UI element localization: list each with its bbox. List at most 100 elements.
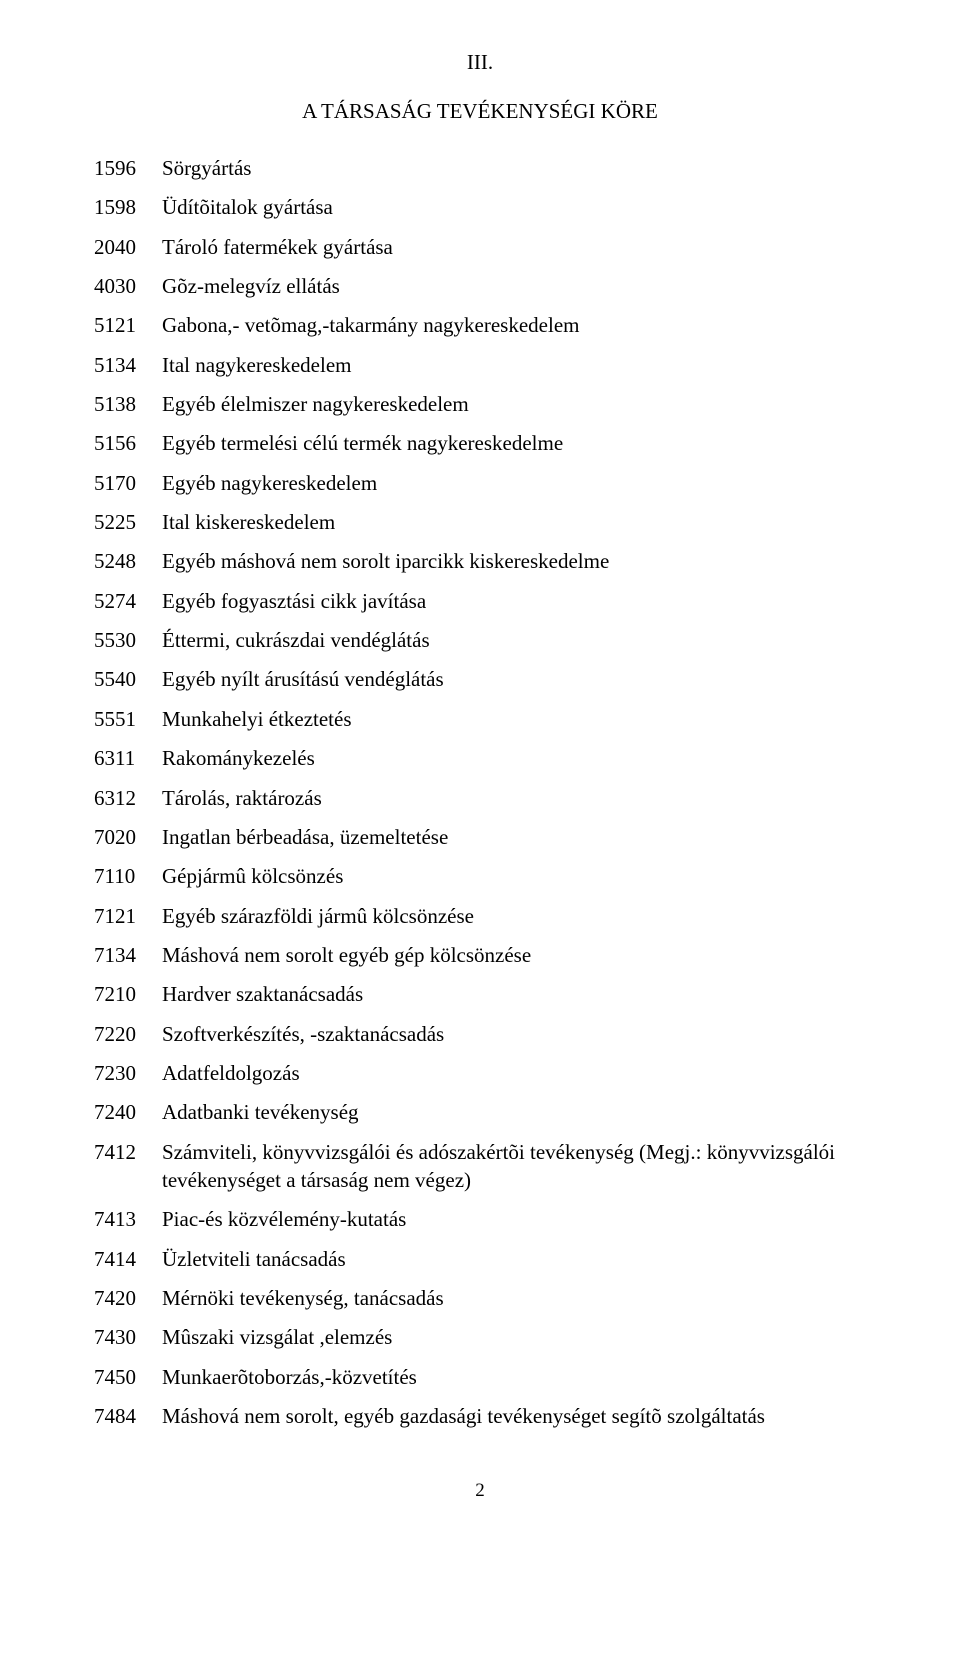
activity-description: Egyéb nagykereskedelem bbox=[162, 469, 870, 497]
activity-row: 7020 Ingatlan bérbeadása, üzemeltetése bbox=[94, 823, 870, 851]
activity-code: 4030 bbox=[94, 272, 162, 300]
activity-code: 7240 bbox=[94, 1098, 162, 1126]
activity-row: 5134Ital nagykereskedelem bbox=[94, 351, 870, 379]
activity-description: Adatbanki tevékenység bbox=[162, 1098, 870, 1126]
activity-row: 7413Piac-és közvélemény-kutatás bbox=[94, 1205, 870, 1233]
activity-description: Ital kiskereskedelem bbox=[162, 508, 870, 536]
activity-row: 7134Máshová nem sorolt egyéb gép kölcsön… bbox=[94, 941, 870, 969]
activity-code: 7230 bbox=[94, 1059, 162, 1087]
activity-list: 1596Sörgyártás1598Üdítõitalok gyártása20… bbox=[94, 154, 870, 1430]
activity-code: 2040 bbox=[94, 233, 162, 261]
activity-row: 7450Munkaerõtoborzás,-közvetítés bbox=[94, 1363, 870, 1391]
activity-code: 7134 bbox=[94, 941, 162, 969]
activity-description: Számviteli, könyvvizsgálói és adószakért… bbox=[162, 1138, 870, 1195]
activity-code: 7430 bbox=[94, 1323, 162, 1351]
activity-description: Rakománykezelés bbox=[162, 744, 870, 772]
activity-code: 7110 bbox=[94, 862, 162, 890]
activity-row: 5551Munkahelyi étkeztetés bbox=[94, 705, 870, 733]
activity-description: Gabona,- vetõmag,-takarmány nagykeresked… bbox=[162, 311, 870, 339]
activity-row: 7484Máshová nem sorolt, egyéb gazdasági … bbox=[94, 1402, 870, 1430]
activity-code: 1598 bbox=[94, 193, 162, 221]
activity-description: Hardver szaktanácsadás bbox=[162, 980, 870, 1008]
activity-description: Tárolás, raktározás bbox=[162, 784, 870, 812]
activity-description: Ingatlan bérbeadása, üzemeltetése bbox=[162, 823, 870, 851]
activity-code: 5170 bbox=[94, 469, 162, 497]
activity-row: 4030Gõz-melegvíz ellátás bbox=[94, 272, 870, 300]
activity-code: 5274 bbox=[94, 587, 162, 615]
activity-row: 7210Hardver szaktanácsadás bbox=[94, 980, 870, 1008]
activity-row: 5121Gabona,- vetõmag,-takarmány nagykere… bbox=[94, 311, 870, 339]
activity-code: 5248 bbox=[94, 547, 162, 575]
activity-code: 7020 bbox=[94, 823, 162, 851]
activity-description: Egyéb élelmiszer nagykereskedelem bbox=[162, 390, 870, 418]
activity-description: Mûszaki vizsgálat ,elemzés bbox=[162, 1323, 870, 1351]
activity-code: 7220 bbox=[94, 1020, 162, 1048]
activity-description: Munkahelyi étkeztetés bbox=[162, 705, 870, 733]
activity-description: Tároló fatermékek gyártása bbox=[162, 233, 870, 261]
activity-row: 5274Egyéb fogyasztási cikk javítása bbox=[94, 587, 870, 615]
activity-row: 5225Ital kiskereskedelem bbox=[94, 508, 870, 536]
activity-row: 5156Egyéb termelési célú termék nagykere… bbox=[94, 429, 870, 457]
activity-code: 7412 bbox=[94, 1138, 162, 1166]
activity-description: Munkaerõtoborzás,-közvetítés bbox=[162, 1363, 870, 1391]
activity-row: 7412Számviteli, könyvvizsgálói és adósza… bbox=[94, 1138, 870, 1195]
activity-description: Gépjármû kölcsönzés bbox=[162, 862, 870, 890]
activity-row: 7220Szoftverkészítés, -szaktanácsadás bbox=[94, 1020, 870, 1048]
activity-description: Piac-és közvélemény-kutatás bbox=[162, 1205, 870, 1233]
activity-description: Gõz-melegvíz ellátás bbox=[162, 272, 870, 300]
activity-code: 6311 bbox=[94, 744, 162, 772]
activity-row: 2040Tároló fatermékek gyártása bbox=[94, 233, 870, 261]
activity-row: 1596Sörgyártás bbox=[94, 154, 870, 182]
activity-description: Máshová nem sorolt egyéb gép kölcsönzése bbox=[162, 941, 870, 969]
activity-description: Üzletviteli tanácsadás bbox=[162, 1245, 870, 1273]
activity-code: 5530 bbox=[94, 626, 162, 654]
activity-code: 5138 bbox=[94, 390, 162, 418]
activity-code: 5225 bbox=[94, 508, 162, 536]
activity-description: Adatfeldolgozás bbox=[162, 1059, 870, 1087]
page-number: 2 bbox=[90, 1480, 870, 1502]
activity-code: 7121 bbox=[94, 902, 162, 930]
activity-code: 7414 bbox=[94, 1245, 162, 1273]
activity-row: 7420Mérnöki tevékenység, tanácsadás bbox=[94, 1284, 870, 1312]
activity-row: 7230Adatfeldolgozás bbox=[94, 1059, 870, 1087]
activity-description: Egyéb máshová nem sorolt iparcikk kisker… bbox=[162, 547, 870, 575]
activity-code: 7210 bbox=[94, 980, 162, 1008]
activity-row: 5530Éttermi, cukrászdai vendéglátás bbox=[94, 626, 870, 654]
activity-code: 5134 bbox=[94, 351, 162, 379]
section-number: III. bbox=[90, 50, 870, 75]
activity-description: Sörgyártás bbox=[162, 154, 870, 182]
activity-code: 7484 bbox=[94, 1402, 162, 1430]
activity-row: 6312Tárolás, raktározás bbox=[94, 784, 870, 812]
activity-description: Egyéb termelési célú termék nagykeresked… bbox=[162, 429, 870, 457]
activity-code: 5540 bbox=[94, 665, 162, 693]
activity-row: 5540Egyéb nyílt árusítású vendéglátás bbox=[94, 665, 870, 693]
activity-description: Egyéb fogyasztási cikk javítása bbox=[162, 587, 870, 615]
activity-row: 7414Üzletviteli tanácsadás bbox=[94, 1245, 870, 1273]
activity-description: Éttermi, cukrászdai vendéglátás bbox=[162, 626, 870, 654]
activity-row: 5248Egyéb máshová nem sorolt iparcikk ki… bbox=[94, 547, 870, 575]
activity-code: 1596 bbox=[94, 154, 162, 182]
activity-description: Máshová nem sorolt, egyéb gazdasági tevé… bbox=[162, 1402, 870, 1430]
activity-code: 6312 bbox=[94, 784, 162, 812]
activity-row: 6311Rakománykezelés bbox=[94, 744, 870, 772]
activity-code: 7413 bbox=[94, 1205, 162, 1233]
activity-code: 5551 bbox=[94, 705, 162, 733]
activity-row: 7430Mûszaki vizsgálat ,elemzés bbox=[94, 1323, 870, 1351]
activity-description: Egyéb szárazföldi jármû kölcsönzése bbox=[162, 902, 870, 930]
activity-code: 7420 bbox=[94, 1284, 162, 1312]
activity-description: Üdítõitalok gyártása bbox=[162, 193, 870, 221]
activity-description: Ital nagykereskedelem bbox=[162, 351, 870, 379]
activity-row: 5138Egyéb élelmiszer nagykereskedelem bbox=[94, 390, 870, 418]
activity-code: 7450 bbox=[94, 1363, 162, 1391]
activity-row: 5170Egyéb nagykereskedelem bbox=[94, 469, 870, 497]
activity-row: 7240Adatbanki tevékenység bbox=[94, 1098, 870, 1126]
activity-code: 5156 bbox=[94, 429, 162, 457]
activity-row: 1598Üdítõitalok gyártása bbox=[94, 193, 870, 221]
activity-description: Mérnöki tevékenység, tanácsadás bbox=[162, 1284, 870, 1312]
activity-row: 7110Gépjármû kölcsönzés bbox=[94, 862, 870, 890]
section-title: A TÁRSASÁG TEVÉKENYSÉGI KÖRE bbox=[90, 99, 870, 124]
activity-row: 7121Egyéb szárazföldi jármû kölcsönzése bbox=[94, 902, 870, 930]
activity-description: Egyéb nyílt árusítású vendéglátás bbox=[162, 665, 870, 693]
activity-description: Szoftverkészítés, -szaktanácsadás bbox=[162, 1020, 870, 1048]
activity-code: 5121 bbox=[94, 311, 162, 339]
